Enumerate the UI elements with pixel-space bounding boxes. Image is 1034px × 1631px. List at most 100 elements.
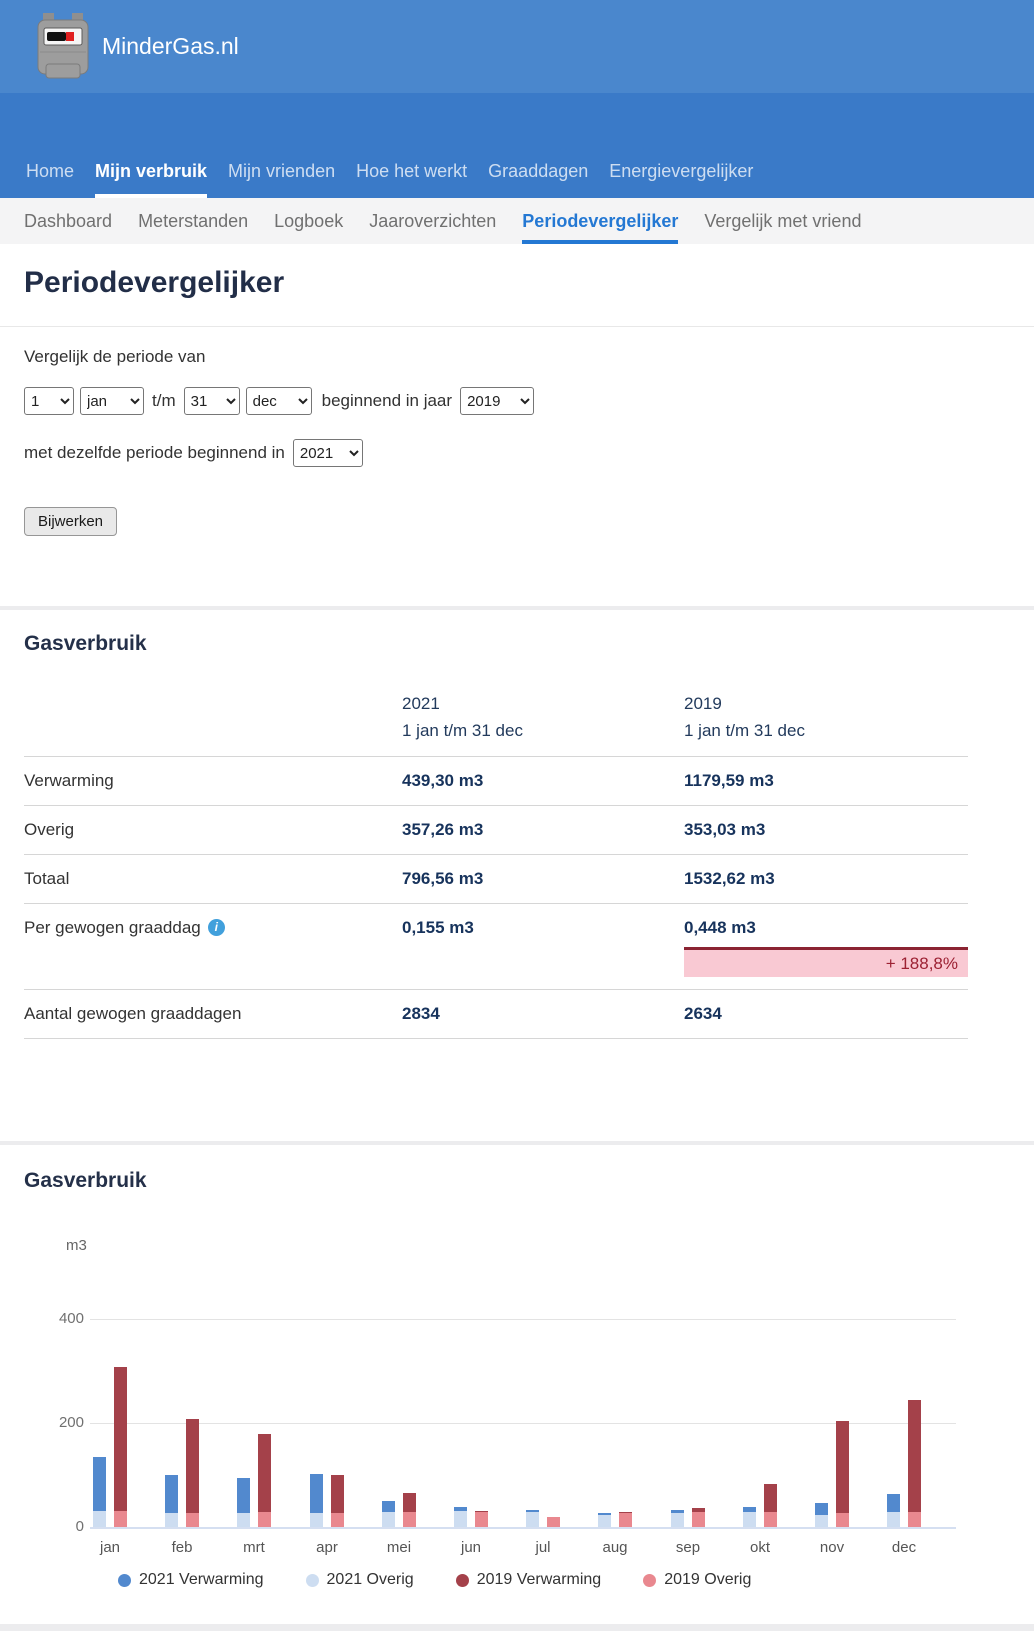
nav-item-mijn-verbruik[interactable]: Mijn verbruik [95, 161, 208, 198]
subnav-item-meterstanden[interactable]: Meterstanden [138, 210, 249, 231]
day-from-select[interactable]: 1 [24, 387, 74, 415]
bar-2021-overig [671, 1513, 684, 1527]
bar-2021-verwarming [310, 1474, 323, 1513]
bar-2019-verwarming [403, 1493, 416, 1512]
table-header-row: 2021 1 jan t/m 31 dec 2019 1 jan t/m 31 … [24, 690, 968, 757]
subnav-item-periodevergelijker[interactable]: Periodevergelijker [522, 198, 679, 244]
bar-2019-overig [547, 1517, 560, 1527]
bar-2021-verwarming [887, 1494, 900, 1512]
gas-usage-chart-card: Gasverbruik m3 2021 Verwarming 2021 Over… [0, 1145, 1034, 1624]
month-from-select[interactable]: jan [80, 387, 144, 415]
table-row: Aantal gewogen graaddagen 2834 2634 [24, 990, 968, 1039]
comparison-table: 2021 1 jan t/m 31 dec 2019 1 jan t/m 31 … [24, 690, 968, 1039]
bar-2021-verwarming [671, 1510, 684, 1513]
table-row: Overig 357,26 m3 353,03 m3 [24, 806, 968, 855]
sub-navigation: Dashboard Meterstanden Logboek Jaaroverz… [0, 198, 1034, 244]
x-axis-label: jun [460, 1539, 482, 1556]
increase-badge: + 188,8% [684, 947, 968, 977]
subnav-item-jaaroverzichten[interactable]: Jaaroverzichten [369, 210, 497, 231]
bar-2019-verwarming [114, 1367, 127, 1511]
bar-2021-overig [887, 1512, 900, 1527]
year-from-select[interactable]: 2019 [460, 387, 535, 415]
bar-2019-verwarming [258, 1434, 271, 1512]
column-header-2021: 2021 1 jan t/m 31 dec [402, 694, 523, 740]
bar-2021-overig [310, 1513, 323, 1527]
x-axis-line [90, 1527, 956, 1529]
divider [0, 326, 1034, 327]
subnav-item-dashboard[interactable]: Dashboard [24, 210, 113, 231]
table-row: Totaal 796,56 m3 1532,62 m3 [24, 855, 968, 904]
bar-2021-overig [93, 1511, 106, 1527]
month-to-select[interactable]: dec [245, 387, 312, 415]
y-tick-label: 200 [58, 1414, 84, 1431]
bar-2019-verwarming [186, 1419, 199, 1513]
y-tick-label: 0 [75, 1518, 84, 1535]
form-intro-text: Vergelijk de periode van [24, 347, 206, 366]
bar-2021-verwarming [454, 1507, 467, 1511]
nav-item-home[interactable]: Home [26, 161, 75, 181]
main-navigation: Home Mijn verbruik Mijn vrienden Hoe het… [0, 93, 1034, 198]
bar-2019-verwarming [619, 1512, 632, 1513]
bar-2021-overig [165, 1513, 178, 1527]
gridline [90, 1423, 956, 1424]
x-axis-label: feb [171, 1539, 193, 1556]
period-from-row: 1 jan t/m 31 dec beginnend in jaar 2019 [24, 387, 1010, 415]
table-row: Verwarming 439,30 m3 1179,59 m3 [24, 757, 968, 806]
x-axis-label: jan [99, 1539, 121, 1556]
bar-2021-overig [743, 1512, 756, 1527]
y-axis-title: m3 [66, 1237, 87, 1254]
year-from-label: beginnend in jaar [321, 391, 453, 410]
x-axis-label: okt [749, 1539, 770, 1556]
chart-title: Gasverbruik [24, 1169, 147, 1192]
bar-2021-verwarming [237, 1478, 250, 1513]
bijwerken-button[interactable]: Bijwerken [24, 507, 118, 536]
bar-2021-overig [237, 1513, 250, 1527]
bar-2019-verwarming [692, 1508, 705, 1512]
bar-2019-overig [258, 1512, 271, 1527]
bar-2021-verwarming [93, 1457, 106, 1511]
x-axis-label: aug [602, 1539, 628, 1556]
legend-dot-2021-verwarming [118, 1573, 131, 1587]
bar-2019-verwarming [475, 1511, 488, 1512]
bar-2019-overig [619, 1513, 632, 1527]
bar-2019-verwarming [836, 1421, 849, 1513]
bar-2019-overig [114, 1511, 127, 1527]
year-to-select[interactable]: 2021 [292, 439, 363, 467]
subnav-item-vergelijk-met-vriend[interactable]: Vergelijk met vriend [704, 210, 862, 231]
bar-2021-verwarming [815, 1503, 828, 1515]
bar-2019-verwarming [908, 1400, 921, 1512]
bar-2021-verwarming [743, 1507, 756, 1512]
nav-item-mijn-vrienden[interactable]: Mijn vrienden [228, 161, 336, 181]
bar-2019-verwarming [331, 1475, 344, 1513]
table-title: Gasverbruik [24, 632, 147, 655]
bar-2019-overig [403, 1512, 416, 1527]
legend-item: 2021 Overig [305, 1571, 414, 1589]
tm-label: t/m [152, 391, 176, 410]
bar-2019-overig [692, 1512, 705, 1527]
nav-item-graaddagen[interactable]: Graaddagen [488, 161, 589, 181]
y-tick-label: 400 [58, 1310, 84, 1327]
x-axis-label: dec [891, 1539, 917, 1556]
bar-2019-overig [908, 1512, 921, 1527]
legend-dot-2021-overig [305, 1573, 319, 1587]
bar-2019-overig [331, 1513, 344, 1527]
legend-dot-2019-verwarming [455, 1573, 469, 1587]
second-period-label: met dezelfde periode beginnend in [24, 443, 285, 462]
page-title: Periodevergelijker [24, 266, 285, 299]
day-to-select[interactable]: 31 [183, 387, 240, 415]
nav-item-energievergelijker[interactable]: Energievergelijker [609, 161, 754, 181]
bar-2019-overig [836, 1513, 849, 1527]
bar-2019-overig [186, 1513, 199, 1527]
bar-2021-overig [598, 1515, 611, 1527]
legend-item: 2021 Verwarming [118, 1571, 264, 1589]
x-axis-label: sep [675, 1539, 701, 1556]
subnav-item-logboek[interactable]: Logboek [274, 210, 344, 231]
bar-2021-overig [526, 1512, 539, 1527]
legend-item: 2019 Verwarming [455, 1571, 601, 1589]
legend-dot-2019-overig [643, 1573, 657, 1587]
table-row: Per gewogen graaddag i 0,155 m3 0,448 m3 … [24, 904, 968, 990]
info-icon[interactable]: i [207, 919, 225, 936]
x-axis-label: mrt [243, 1539, 265, 1556]
gas-meter-logo-icon [37, 12, 89, 78]
nav-item-hoe-het-werkt[interactable]: Hoe het werkt [356, 161, 468, 181]
